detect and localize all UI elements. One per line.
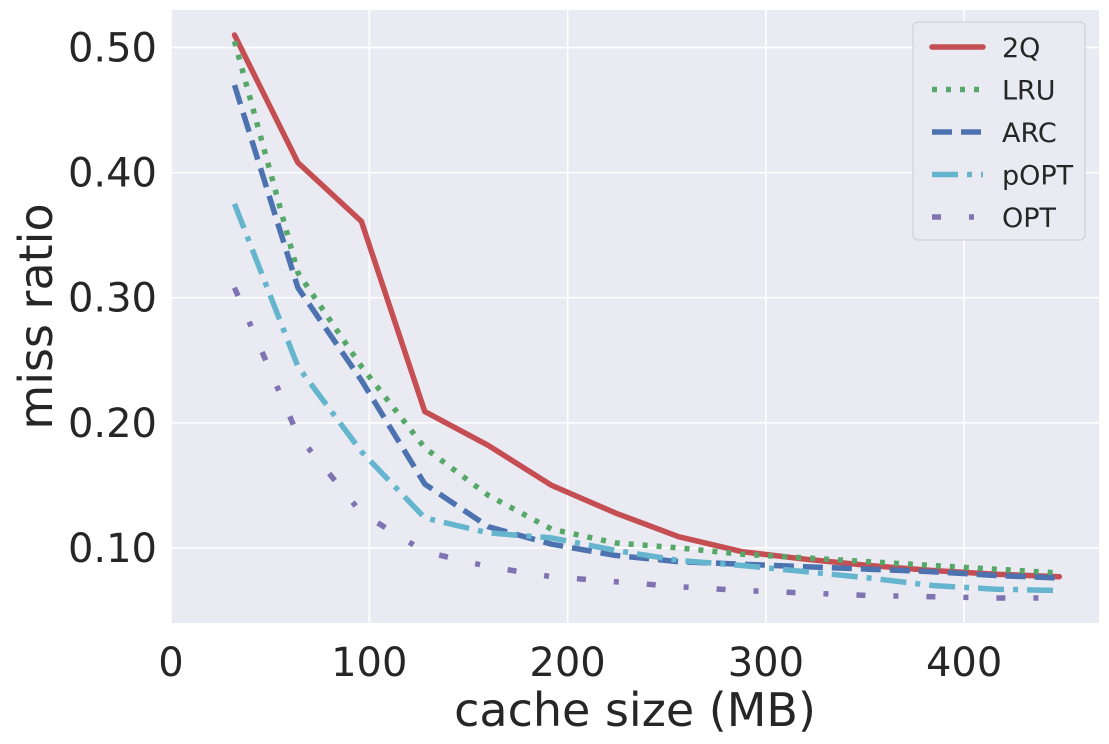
x-tick-label: 200 [529, 640, 605, 686]
legend-label-popt: pOPT [1002, 161, 1074, 192]
series-line-opt [231, 286, 1060, 601]
y-tick-label: 0.10 [68, 526, 157, 572]
x-tick-label: 100 [331, 640, 407, 686]
legend: 2Q LRU ARC pOPT OPT [912, 21, 1086, 241]
legend-label-2q: 2Q [1002, 33, 1040, 64]
tick-labels: 0 100 200 300 400 0.10 0.20 0.30 0.40 0.50 [68, 26, 1002, 686]
y-tick-label: 0.50 [68, 26, 157, 72]
series-lines [231, 32, 1063, 601]
legend-label-lru: LRU [1002, 76, 1056, 107]
series-line-arc [231, 84, 1060, 581]
legend-label-opt: OPT [1002, 203, 1057, 234]
x-tick-label: 300 [728, 640, 804, 686]
y-axis-label: miss ratio [9, 203, 63, 429]
y-tick-label: 0.30 [68, 276, 157, 322]
x-tick-label: 0 [158, 640, 183, 686]
legend-label-arc: ARC [1002, 118, 1057, 149]
legend-frame [912, 21, 1086, 241]
series-line-popt [231, 202, 1060, 594]
y-tick-label: 0.20 [68, 401, 157, 447]
x-tick-label: 400 [926, 640, 1002, 686]
series-line-lru [231, 40, 1060, 576]
x-axis-label: cache size (MB) [454, 683, 816, 737]
y-tick-label: 0.40 [68, 151, 157, 197]
